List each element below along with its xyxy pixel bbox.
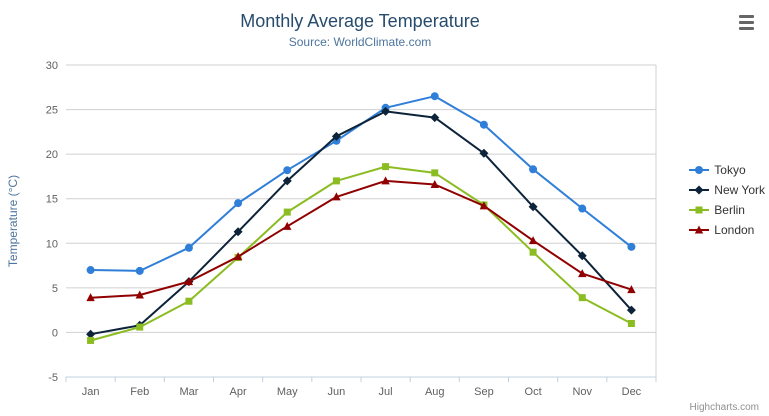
legend-item-tokyo[interactable]: Tokyo [688,160,765,180]
data-point-marker[interactable] [86,329,96,339]
data-point-marker[interactable] [695,166,704,174]
legend-label: London [714,223,755,237]
export-menu-button[interactable] [733,10,759,34]
data-point-marker[interactable] [578,294,586,302]
data-point-marker[interactable] [381,176,390,185]
y-axis-label: 5 [52,283,58,295]
legend-item-london[interactable]: London [688,220,765,240]
legend-marker-square-icon [689,206,710,214]
legend-marker-diamond-icon [689,185,710,195]
series-line-new-york[interactable] [89,110,633,336]
series-line-london[interactable] [89,179,633,299]
data-point-marker[interactable] [381,106,391,116]
data-point-marker[interactable] [86,266,95,275]
chart-subtitle: Source: WorldClimate.com [288,35,432,49]
x-axis-label: Nov [572,386,592,398]
data-point-marker[interactable] [233,227,243,237]
data-point-marker[interactable] [282,176,292,186]
data-point-marker[interactable] [233,252,243,261]
data-point-marker[interactable] [430,92,439,101]
data-point-marker[interactable] [578,204,587,213]
data-point-marker[interactable] [382,163,390,171]
data-point-marker[interactable] [627,285,636,294]
data-point-marker[interactable] [694,185,704,195]
y-axis-label: 25 [46,105,58,117]
y-axis-label: 15 [46,194,58,206]
data-point-marker[interactable] [332,192,341,201]
series-line-berlin[interactable] [89,165,633,342]
data-point-marker[interactable] [283,208,291,216]
data-point-marker[interactable] [695,225,704,234]
x-axis-label: Dec [622,386,642,398]
x-axis-label: Aug [425,386,445,398]
legend-item-new-york[interactable]: New York [688,180,765,200]
data-point-marker[interactable] [577,251,587,261]
data-point-marker[interactable] [479,201,489,210]
y-axis-label: -5 [48,372,58,384]
data-point-marker[interactable] [528,202,538,212]
y-axis-title: Temperature (°C) [6,175,20,267]
legend-label: Berlin [714,203,745,217]
data-point-marker[interactable] [528,236,538,245]
data-point-marker[interactable] [627,242,636,251]
credits-link[interactable]: Highcharts.com [689,402,759,413]
x-axis-label: Feb [130,386,149,398]
x-axis-label: Jun [328,386,346,398]
data-point-marker[interactable] [135,290,144,299]
x-axis-label: Mar [179,386,198,398]
x-axis-label: May [277,386,298,398]
data-point-marker[interactable] [431,169,439,177]
x-axis-label: Jul [379,386,393,398]
x-axis-label: Sep [474,386,494,398]
data-point-marker[interactable] [331,131,341,141]
data-point-marker[interactable] [135,266,144,275]
data-point-marker[interactable] [184,277,194,286]
data-point-marker[interactable] [430,113,440,123]
data-point-marker[interactable] [430,179,439,188]
chart-title: Monthly Average Temperature [240,11,480,31]
data-point-marker[interactable] [626,305,636,315]
data-point-marker[interactable] [136,323,144,331]
y-axis-label: 20 [46,149,58,161]
data-point-marker[interactable] [234,199,243,208]
legend: Tokyo New York Berlin London [688,160,765,240]
y-axis-label: 0 [52,327,58,339]
y-axis-label: 10 [46,238,58,250]
data-point-marker[interactable] [86,293,95,302]
data-point-marker[interactable] [184,243,193,252]
y-axis-label: 30 [46,60,58,72]
x-axis-label: Oct [525,386,542,398]
legend-item-berlin[interactable]: Berlin [688,200,765,220]
x-axis-label: Jan [82,386,100,398]
x-axis-label: Apr [230,386,247,398]
legend-marker-circle-icon [689,166,710,174]
data-point-marker[interactable] [87,336,95,344]
data-point-marker[interactable] [695,206,703,214]
data-point-marker[interactable] [479,148,489,158]
data-point-marker[interactable] [529,165,538,174]
data-point-marker[interactable] [283,221,292,230]
data-point-marker[interactable] [185,297,193,305]
legend-label: Tokyo [714,163,746,177]
legend-label: New York [714,183,765,197]
data-point-marker[interactable] [479,120,488,129]
data-point-marker[interactable] [578,269,587,278]
data-point-marker[interactable] [332,177,340,185]
data-point-marker[interactable] [283,166,292,175]
legend-marker-triangle-icon [689,225,710,234]
series-line-tokyo[interactable] [89,95,633,272]
data-point-marker[interactable] [529,248,537,256]
data-point-marker[interactable] [627,320,635,328]
